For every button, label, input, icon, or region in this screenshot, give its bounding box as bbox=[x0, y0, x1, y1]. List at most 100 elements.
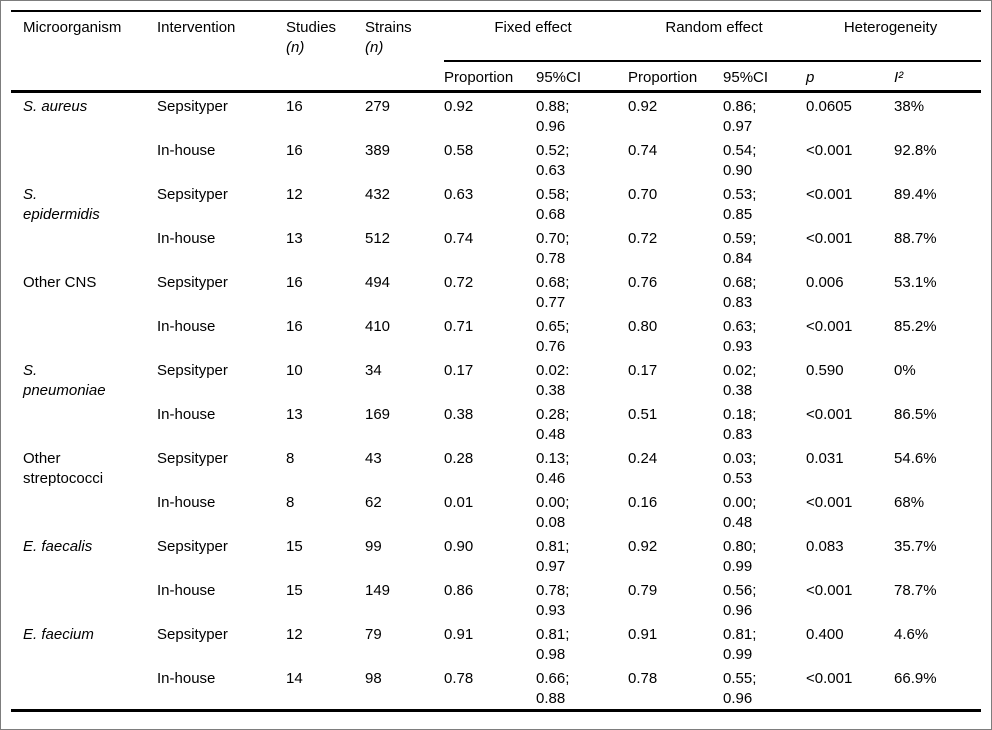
header-strains: Strains (n) bbox=[365, 11, 444, 91]
cell-p-value: <0.001 bbox=[806, 581, 853, 599]
cell-intervention: Sepsityper bbox=[157, 185, 228, 203]
header-fixed-effect: Fixed effect bbox=[444, 11, 629, 62]
cell-random-proportion: 0.16 bbox=[628, 493, 658, 511]
cell-intervention: In-house bbox=[157, 493, 216, 511]
table-row: In-house 16 389 0.58 0.52; 0.63 0.74 0.54; 0.9… bbox=[11, 137, 981, 181]
cell-random-ci: 0.02; 0.38 bbox=[723, 361, 757, 399]
cell-random-ci: 0.86; 0.97 bbox=[723, 97, 757, 135]
table-body: S. aureus Sepsityper 16 279 0.92 0.88; 0.96 0.… bbox=[11, 91, 981, 710]
cell-random-proportion: 0.72 bbox=[628, 229, 658, 247]
header-studies-unit: (n) bbox=[286, 39, 305, 56]
cell-i-squared: 86.5% bbox=[894, 405, 937, 423]
cell-fixed-ci: 0.81; 0.98 bbox=[536, 625, 570, 663]
cell-fixed-ci: 0.88; 0.96 bbox=[536, 97, 570, 135]
cell-fixed-proportion: 0.78 bbox=[444, 669, 474, 687]
cell-i-squared: 92.8% bbox=[894, 141, 937, 159]
cell-studies-n: 13 bbox=[286, 405, 303, 423]
header-row-groups: Microorganism Intervention Studies (n) St… bbox=[11, 11, 982, 62]
table-row: In-house 14 98 0.78 0.66; 0.88 0.78 0.55; 0.96… bbox=[11, 665, 981, 711]
cell-fixed-proportion: 0.58 bbox=[444, 141, 474, 159]
table-row: S. epidermidis Sepsityper 12 432 0.63 0.58; 0… bbox=[11, 181, 981, 225]
cell-random-proportion: 0.92 bbox=[628, 97, 658, 115]
cell-random-proportion: 0.92 bbox=[628, 537, 658, 555]
cell-i-squared: 0% bbox=[894, 361, 916, 379]
cell-fixed-ci: 0.81; 0.97 bbox=[536, 537, 570, 575]
cell-random-proportion: 0.51 bbox=[628, 405, 658, 423]
cell-intervention: In-house bbox=[157, 669, 216, 687]
cell-studies-n: 16 bbox=[286, 97, 303, 115]
cell-random-ci: 0.03; 0.53 bbox=[723, 449, 757, 487]
cell-intervention: In-house bbox=[157, 141, 216, 159]
cell-p-value: <0.001 bbox=[806, 317, 853, 335]
header-row-sub: Proportion 95%CI Proportion 95%CI p I² bbox=[11, 61, 981, 91]
cell-strains-n: 99 bbox=[365, 537, 382, 555]
cell-strains-n: 389 bbox=[365, 141, 391, 159]
cell-studies-n: 16 bbox=[286, 273, 303, 291]
cell-random-ci: 0.18; 0.83 bbox=[723, 405, 757, 443]
cell-fixed-ci: 0.68; 0.77 bbox=[536, 273, 570, 311]
meta-analysis-results-table: Microorganism Intervention Studies (n) St… bbox=[11, 10, 982, 712]
cell-p-value: 0.006 bbox=[806, 273, 844, 291]
table-row: In-house 15 149 0.86 0.78; 0.93 0.79 0.56; 0.9… bbox=[11, 577, 981, 621]
cell-microorganism: S. aureus bbox=[23, 97, 88, 115]
cell-fixed-ci: 0.78; 0.93 bbox=[536, 581, 570, 619]
cell-p-value: 0.0605 bbox=[806, 97, 852, 115]
cell-fixed-ci: 0.70; 0.78 bbox=[536, 229, 570, 267]
cell-studies-n: 12 bbox=[286, 185, 303, 203]
cell-fixed-ci: 0.66; 0.88 bbox=[536, 669, 570, 707]
cell-strains-n: 62 bbox=[365, 493, 382, 511]
cell-i-squared: 54.6% bbox=[894, 449, 937, 467]
cell-i-squared: 35.7% bbox=[894, 537, 937, 555]
cell-fixed-ci: 0.65; 0.76 bbox=[536, 317, 570, 355]
cell-intervention: In-house bbox=[157, 581, 216, 599]
cell-fixed-proportion: 0.92 bbox=[444, 97, 474, 115]
header-strains-unit: (n) bbox=[365, 39, 384, 56]
header-microorganism: Microorganism bbox=[23, 19, 122, 36]
cell-random-proportion: 0.24 bbox=[628, 449, 658, 467]
header-random-ci: 95%CI bbox=[723, 69, 769, 86]
cell-fixed-proportion: 0.01 bbox=[444, 493, 474, 511]
cell-studies-n: 16 bbox=[286, 141, 303, 159]
cell-strains-n: 494 bbox=[365, 273, 391, 291]
table-row: Other streptococci Sepsityper 8 43 0.28 0.13;… bbox=[11, 445, 981, 489]
cell-i-squared: 4.6% bbox=[894, 625, 929, 643]
cell-random-ci: 0.80; 0.99 bbox=[723, 537, 757, 575]
header-random-proportion: Proportion bbox=[628, 69, 698, 86]
cell-fixed-proportion: 0.38 bbox=[444, 405, 474, 423]
cell-studies-n: 15 bbox=[286, 537, 303, 555]
table-row: E. faecalis Sepsityper 15 99 0.90 0.81; 0.97 0… bbox=[11, 533, 981, 577]
cell-p-value: 0.590 bbox=[806, 361, 844, 379]
cell-random-ci: 0.56; 0.96 bbox=[723, 581, 757, 619]
cell-microorganism: Other CNS bbox=[23, 273, 97, 291]
cell-studies-n: 13 bbox=[286, 229, 303, 247]
cell-fixed-proportion: 0.28 bbox=[444, 449, 474, 467]
cell-p-value: <0.001 bbox=[806, 185, 853, 203]
cell-p-value: 0.083 bbox=[806, 537, 844, 555]
cell-studies-n: 14 bbox=[286, 669, 303, 687]
cell-i-squared: 38% bbox=[894, 97, 925, 115]
cell-random-proportion: 0.70 bbox=[628, 185, 658, 203]
cell-studies-n: 10 bbox=[286, 361, 303, 379]
table-row: In-house 13 512 0.74 0.70; 0.78 0.72 0.59; 0.8… bbox=[11, 225, 981, 269]
cell-random-ci: 0.81; 0.99 bbox=[723, 625, 757, 663]
cell-intervention: In-house bbox=[157, 405, 216, 423]
cell-studies-n: 16 bbox=[286, 317, 303, 335]
cell-studies-n: 8 bbox=[286, 493, 295, 511]
cell-random-ci: 0.54; 0.90 bbox=[723, 141, 757, 179]
cell-intervention: Sepsityper bbox=[157, 273, 228, 291]
cell-i-squared: 53.1% bbox=[894, 273, 937, 291]
cell-p-value: 0.031 bbox=[806, 449, 844, 467]
cell-random-ci: 0.53; 0.85 bbox=[723, 185, 757, 223]
cell-fixed-ci: 0.00; 0.08 bbox=[536, 493, 570, 531]
header-strains-label: Strains bbox=[365, 19, 412, 36]
header-random-effect: Random effect bbox=[628, 11, 807, 62]
cell-fixed-ci: 0.02: 0.38 bbox=[536, 361, 570, 399]
header-studies: Studies (n) bbox=[286, 11, 365, 91]
table-row: S. pneumoniae Sepsityper 10 34 0.17 0.02: 0.3… bbox=[11, 357, 981, 401]
cell-strains-n: 279 bbox=[365, 97, 391, 115]
cell-fixed-proportion: 0.17 bbox=[444, 361, 474, 379]
cell-intervention: Sepsityper bbox=[157, 537, 228, 555]
cell-strains-n: 43 bbox=[365, 449, 382, 467]
cell-strains-n: 149 bbox=[365, 581, 391, 599]
